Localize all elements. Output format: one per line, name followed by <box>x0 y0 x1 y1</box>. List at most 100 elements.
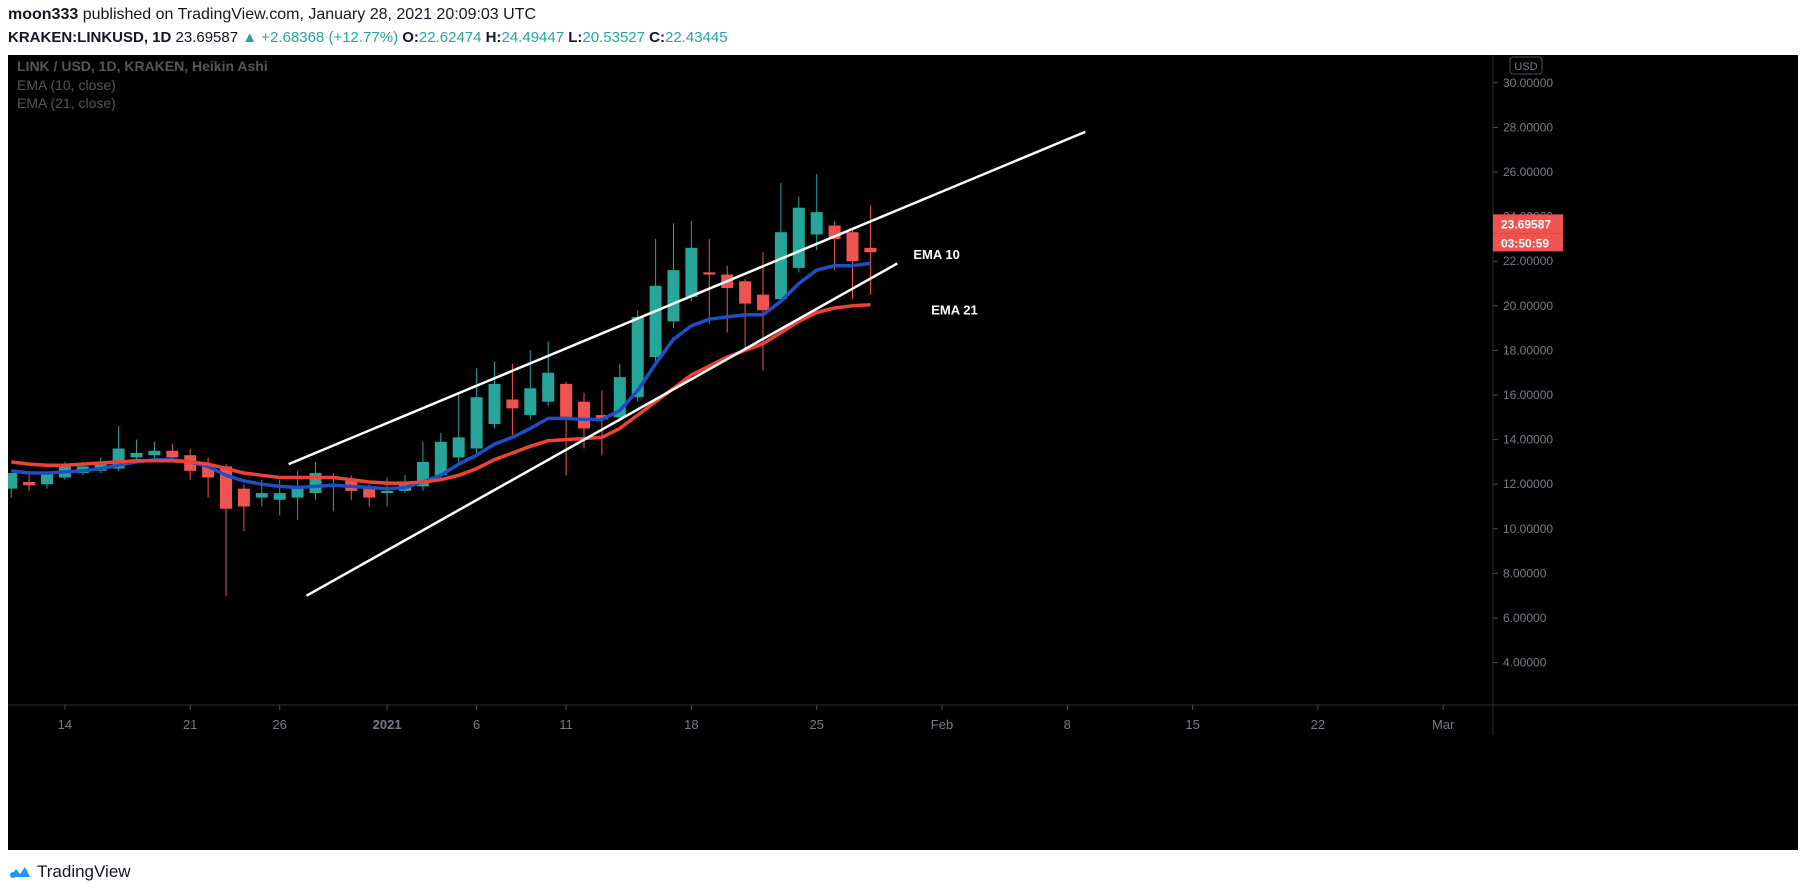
price-change: +2.68368 (+12.77%) <box>261 29 399 46</box>
x-tick-label: Mar <box>1432 717 1455 732</box>
candle-body <box>774 232 787 300</box>
symbol-name: KRAKEN:LINKUSD, 1D <box>8 29 172 46</box>
candle-body <box>470 397 483 449</box>
y-tick-label: 6.00000 <box>1503 611 1547 625</box>
candle-up <box>542 341 555 407</box>
candle-down <box>220 464 232 596</box>
footer-brand[interactable]: TradingView <box>37 862 131 881</box>
candle-body <box>792 207 805 268</box>
open-label: O: <box>402 29 419 46</box>
up-arrow-icon: ▲ <box>242 29 258 46</box>
candle-body <box>595 415 608 420</box>
channel-upper-trendline <box>288 130 1086 466</box>
candle-up <box>649 238 662 364</box>
candle-down <box>166 444 179 460</box>
countdown-tag <box>1493 233 1563 252</box>
symbol-info: KRAKEN:LINKUSD, 1D 23.69587 ▲ +2.68368 (… <box>8 29 728 46</box>
y-tick-label: 26.00000 <box>1503 165 1553 179</box>
candle-up <box>524 350 537 420</box>
footer: TradingView <box>8 862 131 882</box>
candle-up <box>41 473 53 489</box>
y-tick-label: 10.00000 <box>1503 522 1553 536</box>
candle-up <box>130 439 143 462</box>
candle-body <box>560 383 573 418</box>
candle-body <box>810 212 823 235</box>
candle-body <box>363 486 376 498</box>
publish-date: published on TradingView.com, January 28… <box>82 6 537 23</box>
last-price-tag-label: 23.69587 <box>1501 217 1551 231</box>
candle-up <box>774 183 787 304</box>
candle-up <box>148 441 161 460</box>
candle-body <box>649 285 662 358</box>
candle-up <box>470 368 483 453</box>
candle-up <box>452 392 465 462</box>
candle-body <box>739 281 752 304</box>
ema21-line <box>10 302 871 485</box>
y-tick-label: 20.00000 <box>1503 299 1553 313</box>
y-tick-label: 16.00000 <box>1503 388 1553 402</box>
candle-up <box>8 473 18 498</box>
candle-body <box>273 493 286 500</box>
candle-body <box>8 473 18 489</box>
y-tick-label: 8.00000 <box>1503 566 1547 580</box>
candle-up <box>94 457 107 474</box>
candle-body <box>381 490 394 494</box>
y-tick-label: 14.00000 <box>1503 433 1553 447</box>
candle-up <box>631 310 644 402</box>
candle-body <box>542 372 555 402</box>
x-tick-label: 22 <box>1311 717 1325 732</box>
legend-title: LINK / USD, 1D, KRAKEN, Heikin Ashi <box>17 58 268 74</box>
currency-label: USD <box>1514 61 1537 73</box>
candle-body <box>166 450 179 458</box>
candle-body <box>757 294 769 311</box>
y-tick-label: 4.00000 <box>1503 656 1547 670</box>
candle-body <box>631 316 644 398</box>
candle-body <box>846 232 859 262</box>
candle-body <box>41 473 53 485</box>
candle-up <box>488 361 501 429</box>
tradingview-logo-icon[interactable] <box>8 864 32 880</box>
legend-ema10: EMA (10, close) <box>17 77 116 93</box>
candle-body <box>578 401 590 429</box>
publish-info: moon333 published on TradingView.com, Ja… <box>8 6 536 24</box>
x-tick-label: 11 <box>559 717 573 732</box>
candle-body <box>667 270 680 322</box>
candle-body <box>148 450 161 456</box>
high-value: 24.49447 <box>501 29 565 46</box>
candle-down <box>721 265 734 333</box>
candle-body <box>864 247 877 253</box>
candle-body <box>23 481 36 486</box>
candle-body <box>237 488 250 507</box>
x-tick-label: Feb <box>931 717 953 732</box>
low-value: 20.53527 <box>582 29 645 46</box>
x-tick-label: 14 <box>58 717 72 732</box>
last-price-tag <box>1493 214 1563 234</box>
currency-badge <box>1509 56 1543 75</box>
candle-down <box>595 390 608 456</box>
candle-up <box>667 223 680 329</box>
candle-up <box>434 432 447 480</box>
close-label: C: <box>649 29 665 46</box>
candle-body <box>488 383 501 424</box>
price-chart[interactable]: EMA 10 EMA 21 LINK / USD, 1D, KRAKEN, Heik… <box>8 55 1798 850</box>
countdown-tag-label: 03:50:59 <box>1501 236 1549 250</box>
chart-pane[interactable] <box>8 55 1798 850</box>
candle-down <box>560 381 573 476</box>
y-tick-label: 12.00000 <box>1503 477 1553 491</box>
plot-area: EMA 10 EMA 21 <box>8 130 1086 597</box>
author-name[interactable]: moon333 <box>8 6 79 23</box>
x-tick-label: 2021 <box>373 717 402 732</box>
candle-down <box>506 363 519 436</box>
last-price: 23.69587 <box>175 29 239 46</box>
candle-body <box>94 461 107 471</box>
x-tick-label: 25 <box>809 717 823 732</box>
open-value: 22.62474 <box>418 29 482 46</box>
candle-down <box>237 484 250 532</box>
x-tick-label: 15 <box>1185 717 1199 732</box>
candle-up <box>685 221 698 302</box>
y-tick-label: 28.00000 <box>1503 120 1553 134</box>
candle-up <box>810 174 823 251</box>
candle-down <box>757 252 769 371</box>
y-tick-label: 30.00000 <box>1503 76 1553 90</box>
annotation-label: EMA 21 <box>931 303 977 318</box>
